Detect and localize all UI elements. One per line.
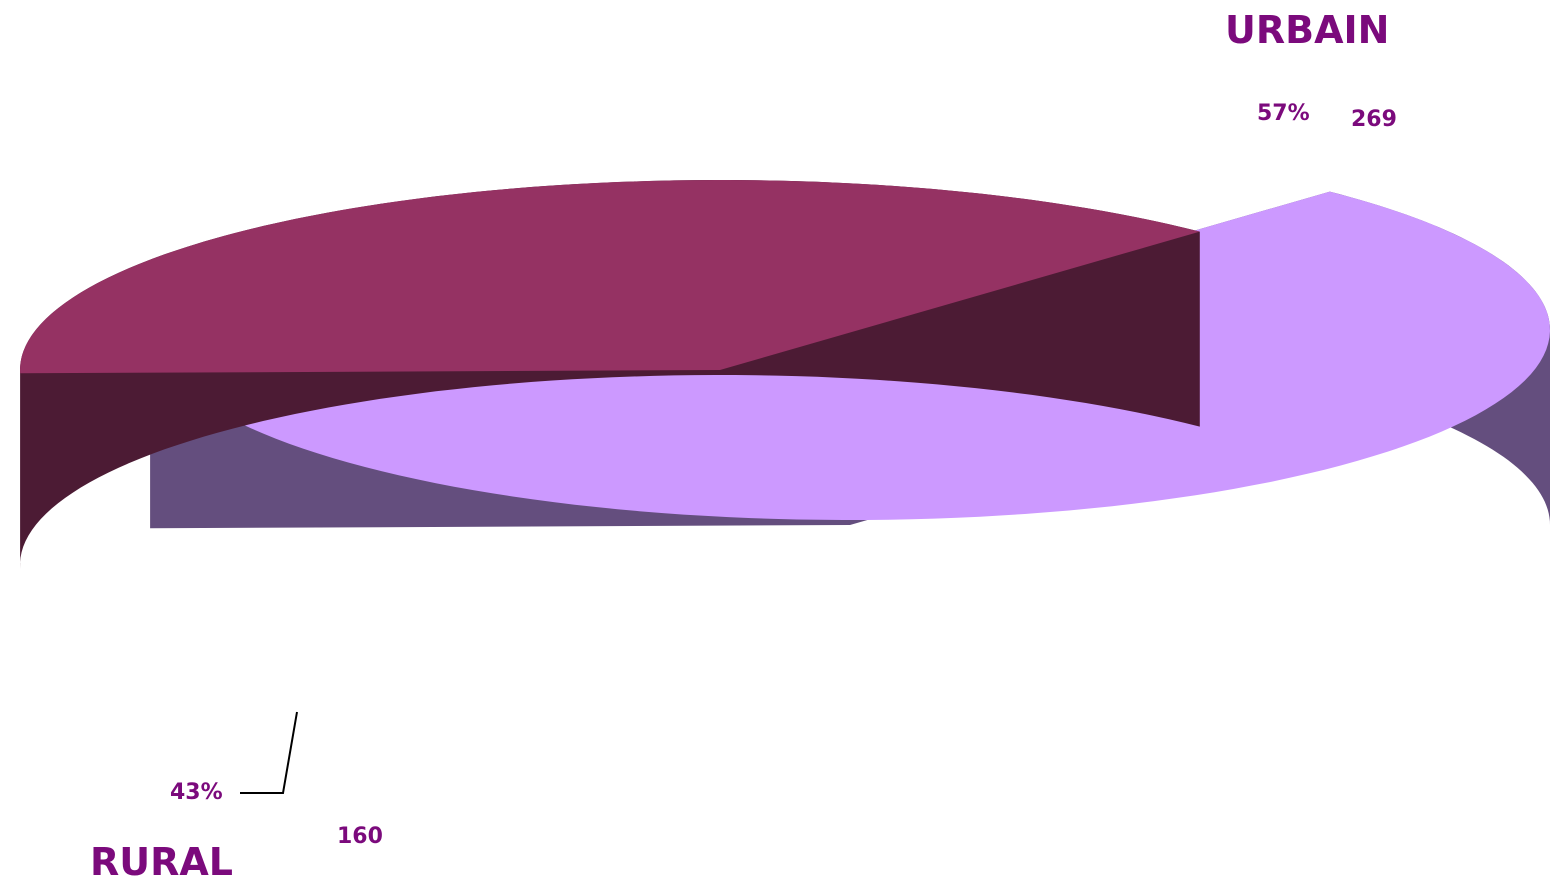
percent-label-rural: 43% xyxy=(170,780,223,805)
rural-leader-line xyxy=(240,711,298,794)
value-label-rural: 160 xyxy=(337,824,383,849)
category-label-rural: RURAL xyxy=(90,840,234,884)
slice-rural-top xyxy=(20,180,1200,374)
percent-label-urbain: 57% xyxy=(1257,101,1310,126)
value-label-urbain: 269 xyxy=(1351,107,1397,132)
category-label-urbain: URBAIN xyxy=(1225,8,1390,52)
slice-rural xyxy=(20,180,1200,569)
